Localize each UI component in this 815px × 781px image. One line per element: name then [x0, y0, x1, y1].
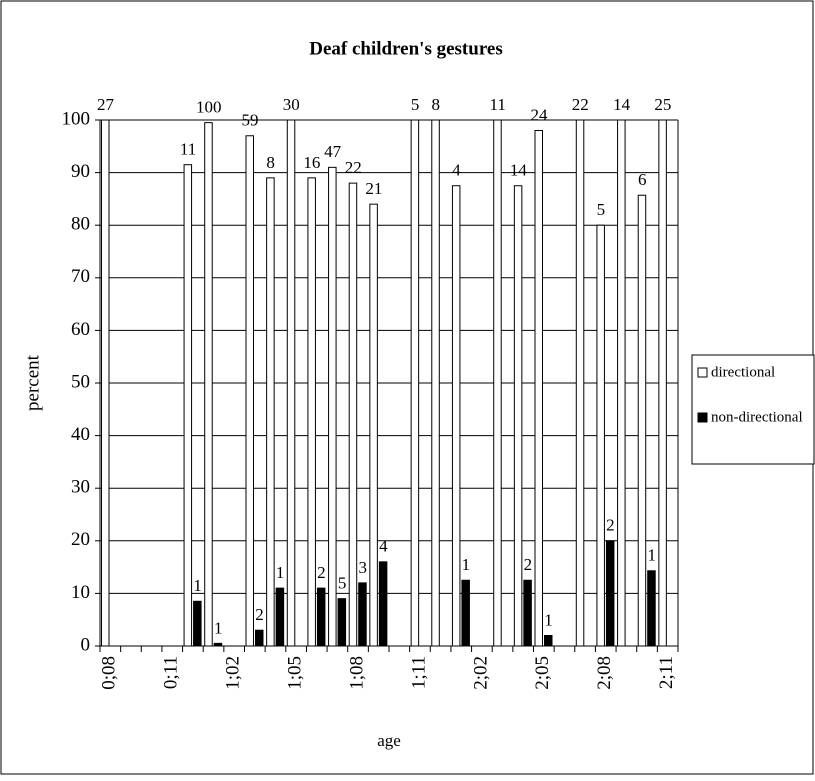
y-tick-label: 90	[71, 161, 90, 182]
y-tick-label: 80	[71, 214, 90, 235]
data-label: 2	[317, 563, 326, 582]
bar	[193, 600, 202, 647]
bar	[275, 587, 285, 647]
x-tick-label: 1;02	[223, 656, 244, 690]
data-label: 1	[193, 576, 202, 595]
bar	[245, 135, 254, 647]
x-tick-label: 2;08	[594, 656, 615, 690]
x-tick-label: 0;11	[161, 656, 182, 689]
data-label: 16	[303, 153, 320, 172]
bar	[307, 177, 316, 647]
bar	[378, 561, 388, 647]
x-tick-label: 0;08	[99, 656, 120, 690]
x-tick-label: 1;05	[284, 656, 305, 690]
x-tick-label: 1;11	[408, 656, 429, 689]
bar	[431, 119, 440, 647]
legend-label: directional	[711, 364, 775, 380]
data-label: 5	[597, 200, 606, 219]
bar	[328, 166, 337, 647]
bar	[183, 164, 193, 647]
data-label: 1	[276, 563, 285, 582]
bar	[255, 629, 264, 647]
data-label: 22	[572, 95, 589, 114]
bar	[493, 119, 502, 647]
y-tick-label: 70	[71, 266, 90, 287]
bar	[647, 570, 656, 647]
data-label: 22	[345, 158, 362, 177]
data-label: 30	[283, 95, 300, 114]
y-tick-label: 30	[71, 477, 90, 498]
bar	[534, 130, 543, 647]
data-label: 8	[432, 95, 441, 114]
bar	[451, 185, 461, 647]
y-tick-label: 10	[71, 582, 90, 603]
data-label: 8	[266, 153, 275, 172]
data-label: 14	[510, 161, 528, 180]
data-label: 59	[242, 111, 259, 130]
bar	[575, 119, 585, 647]
legend-swatch	[697, 412, 708, 423]
bar	[337, 598, 347, 647]
data-label: 4	[379, 537, 388, 556]
data-label: 1	[214, 618, 223, 637]
x-tick-label: 2;02	[470, 656, 491, 690]
data-label: 21	[365, 179, 382, 198]
data-label: 1	[462, 555, 471, 574]
data-label: 2	[524, 555, 533, 574]
x-tick-label: 1;08	[346, 656, 367, 690]
bar	[596, 224, 605, 647]
data-label: 5	[411, 95, 420, 114]
bar	[101, 119, 110, 647]
data-label: 47	[324, 142, 342, 161]
data-label: 3	[358, 558, 367, 577]
data-label: 11	[180, 140, 196, 159]
bar	[605, 540, 615, 647]
legend-swatch	[697, 367, 708, 378]
y-tick-label: 40	[71, 424, 90, 445]
x-tick-label: 2;11	[656, 656, 677, 689]
y-tick-label: 20	[71, 529, 90, 550]
x-axis-label: age	[377, 731, 401, 750]
data-label: 25	[654, 95, 671, 114]
bar	[348, 182, 358, 647]
bar	[513, 185, 523, 647]
data-label: 100	[196, 98, 222, 117]
y-tick-label: 0	[81, 634, 91, 655]
data-label: 2	[255, 605, 264, 624]
data-label: 5	[338, 574, 347, 593]
bar	[523, 579, 532, 647]
bar	[544, 634, 553, 647]
bar	[410, 119, 420, 647]
legend	[691, 354, 815, 465]
data-label: 1	[544, 610, 553, 629]
data-label: 2	[606, 516, 615, 535]
y-tick-label: 50	[71, 371, 90, 392]
data-label: 27	[97, 95, 115, 114]
y-tick-label: 100	[62, 108, 91, 129]
bar	[369, 203, 378, 647]
bar	[204, 122, 213, 647]
bar	[266, 177, 275, 647]
data-label: 6	[638, 170, 647, 189]
data-label: 24	[531, 105, 549, 124]
bar	[617, 119, 626, 647]
data-label: 4	[452, 161, 461, 180]
bar	[316, 587, 326, 647]
bar	[461, 579, 470, 647]
data-label: 1	[647, 546, 656, 565]
bar	[658, 119, 667, 647]
x-tick-label: 2;05	[532, 656, 553, 690]
bar	[637, 194, 647, 647]
legend-label: non-directional	[711, 409, 803, 425]
bar	[358, 582, 367, 647]
data-label: 11	[490, 95, 506, 114]
chart-title: Deaf children's gestures	[309, 38, 503, 59]
y-tick-label: 60	[71, 319, 90, 340]
data-label: 14	[613, 95, 631, 114]
y-axis-label: percent	[22, 354, 43, 411]
bar	[286, 119, 296, 647]
